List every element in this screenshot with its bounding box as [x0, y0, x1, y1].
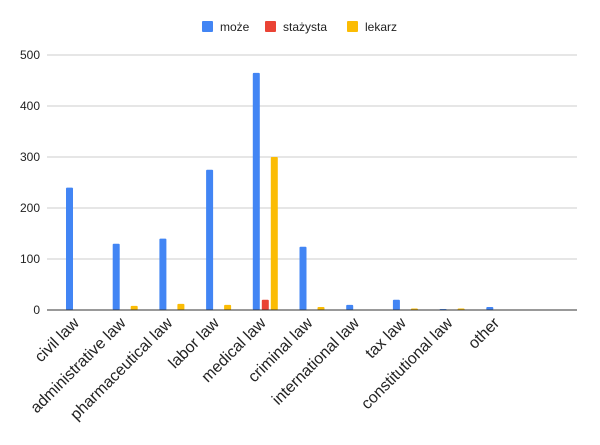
- x-tick-label: international law: [269, 314, 363, 408]
- bar-może-other: [486, 306, 494, 310]
- y-tick-label: 300: [20, 150, 40, 164]
- y-tick-label: 100: [20, 252, 40, 266]
- bar-może-administrative-law: [112, 243, 120, 310]
- legend-item[interactable]: może: [202, 20, 250, 34]
- x-tick-label: other: [465, 314, 503, 352]
- legend-item[interactable]: lekarz: [347, 20, 397, 34]
- bar-może-international-law: [346, 304, 354, 310]
- bar-group: [66, 187, 73, 310]
- bars: [66, 72, 494, 310]
- bar-może-criminal-law: [299, 246, 307, 310]
- y-tick-label: 400: [20, 99, 40, 113]
- bar-group: [159, 238, 185, 310]
- bar-może-medical-law: [252, 72, 260, 310]
- y-axis: 0 100 200 300 400 500: [20, 48, 40, 317]
- legend-swatch: [202, 21, 213, 32]
- bar-group: [112, 243, 138, 310]
- legend-label: lekarz: [365, 20, 397, 34]
- legend-swatch: [347, 21, 358, 32]
- y-tick-label: 200: [20, 201, 40, 215]
- bar-lekarz-pharmaceutical-law: [177, 303, 185, 310]
- bar-group: [252, 72, 278, 310]
- y-tick-label: 500: [20, 48, 40, 62]
- bar-lekarz-criminal-law: [317, 306, 325, 310]
- y-tick-label: 0: [33, 303, 40, 317]
- legend-swatch: [265, 21, 276, 32]
- bar-lekarz-labor-law: [224, 304, 232, 310]
- bar-group: [392, 299, 418, 310]
- legend: może stażysta lekarz: [202, 20, 397, 34]
- x-tick-label: tax law: [362, 314, 410, 362]
- gridlines: [47, 54, 577, 260]
- bar-group: [486, 306, 494, 310]
- bar-może-tax-law: [392, 299, 400, 310]
- bar-group: [346, 304, 354, 310]
- bar-stażysta-medical-law: [261, 299, 269, 310]
- bar-lekarz-medical-law: [270, 157, 278, 310]
- legend-label: może: [220, 20, 250, 34]
- legend-label: stażysta: [283, 20, 327, 34]
- bar-lekarz-administrative-law: [130, 305, 138, 310]
- bar-group: [206, 169, 232, 310]
- bar-może-pharmaceutical-law: [159, 238, 167, 310]
- bar-może-labor-law: [206, 169, 214, 310]
- bar-może-civil-law: [66, 187, 73, 310]
- x-tick-label: constitutional law: [358, 314, 456, 412]
- bar-group: [299, 246, 325, 310]
- legend-item[interactable]: stażysta: [265, 20, 327, 34]
